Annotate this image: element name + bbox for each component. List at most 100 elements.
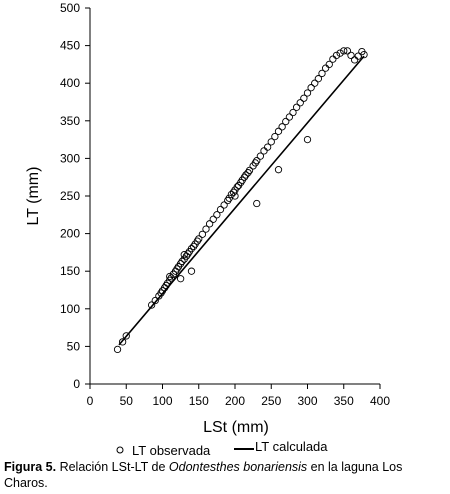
data-point: [240, 173, 249, 181]
y-tick-label: 400: [60, 76, 80, 90]
data-point: [274, 127, 283, 135]
data-point: [167, 274, 175, 282]
x-tick-label: 350: [334, 394, 354, 408]
data-point: [198, 230, 207, 239]
legend-label-observed: LT observada: [132, 443, 211, 458]
data-point: [187, 267, 196, 275]
data-point: [253, 157, 261, 165]
data-point: [193, 237, 201, 245]
data-point: [229, 188, 238, 196]
data-point: [274, 166, 283, 174]
data-point: [314, 75, 323, 83]
data-point: [303, 135, 312, 144]
data-point: [151, 296, 159, 305]
data-point: [263, 143, 272, 151]
data-point: [244, 169, 252, 177]
data-point: [350, 56, 359, 64]
data-point: [343, 47, 352, 55]
data-point: [213, 211, 221, 219]
y-axis-label: LT (mm): [25, 167, 42, 226]
data-point: [278, 123, 286, 131]
data-point: [205, 220, 214, 228]
data-point: [178, 257, 186, 266]
y-tick-label: 0: [73, 377, 80, 391]
data-point: [122, 332, 130, 340]
data-point: [166, 272, 174, 281]
data-point: [162, 281, 170, 290]
figure-caption: Figura 5. Relación LSt-LT de Odontesthes…: [4, 459, 448, 491]
data-point: [296, 99, 304, 107]
data-point: [251, 159, 259, 167]
data-point: [209, 215, 217, 223]
x-tick-label: 400: [370, 394, 390, 408]
data-point: [216, 205, 225, 214]
data-point: [242, 171, 250, 179]
legend-label-calculated: LT calculada: [255, 439, 328, 454]
x-axis-label: LSt (mm): [203, 419, 269, 436]
fitted-line: [118, 55, 365, 346]
data-point: [180, 251, 188, 259]
data-point: [173, 265, 181, 273]
y-tick-label: 150: [60, 264, 80, 278]
data-point: [360, 50, 368, 59]
plot-area: [113, 47, 368, 354]
x-tick-label: 300: [297, 394, 317, 408]
y-tick-label: 500: [60, 1, 80, 15]
data-point: [285, 113, 294, 121]
caption-species: Odontesthes bonariensis: [168, 460, 308, 474]
data-point: [157, 289, 165, 297]
data-point: [325, 60, 333, 69]
y-tick-label: 250: [60, 189, 80, 203]
data-point: [184, 250, 192, 258]
data-point: [329, 55, 337, 63]
legend: LT observada LT calculada: [116, 439, 328, 458]
x-tick-label: 250: [261, 394, 281, 408]
x-tick-label: 0: [87, 394, 94, 408]
data-point: [166, 276, 174, 284]
data-point: [147, 301, 156, 309]
data-point: [231, 192, 239, 200]
x-tick-label: 50: [120, 394, 134, 408]
data-point: [202, 225, 210, 233]
data-point: [336, 49, 344, 57]
axes: 0 50 100 150 200 250 300 350 400 450 500 0 50 100 150 2…: [60, 1, 390, 408]
data-point: [176, 260, 185, 268]
data-point: [321, 64, 330, 72]
data-point: [245, 166, 254, 175]
data-point: [224, 196, 232, 205]
scatter-chart: 0 50 100 150 200 250 300 350 400 450 500 0 50 100 150 2…: [25, 1, 390, 458]
data-point: [195, 235, 203, 243]
data-point: [227, 190, 236, 199]
data-point: [318, 69, 326, 78]
legend-marker-observed: [116, 446, 124, 454]
data-point: [118, 338, 127, 346]
data-point: [303, 89, 312, 97]
data-point: [282, 117, 290, 126]
data-point: [332, 51, 341, 60]
data-point: [256, 152, 265, 160]
y-tick-label: 350: [60, 114, 80, 128]
caption-text-after: en la laguna Los Charos.: [4, 460, 403, 490]
x-tick-label: 100: [152, 394, 172, 408]
data-point: [220, 201, 228, 209]
data-point: [292, 103, 301, 111]
caption-label: Figura 5.: [4, 460, 57, 474]
y-tick-label: 50: [67, 339, 81, 353]
data-point: [347, 51, 355, 60]
y-tick-label: 300: [60, 151, 80, 165]
y-tick-label: 450: [60, 39, 80, 53]
data-point: [340, 47, 348, 55]
y-tick-label: 100: [60, 302, 80, 316]
data-point: [260, 147, 268, 155]
data-point: [307, 84, 315, 92]
data-point: [176, 275, 185, 283]
data-point: [233, 183, 241, 191]
data-point: [267, 138, 275, 146]
caption-text-before: Relación LSt-LT de: [56, 460, 169, 474]
data-point: [113, 345, 122, 354]
x-tick-label: 150: [189, 394, 209, 408]
data-point: [190, 242, 198, 251]
data-point: [311, 79, 319, 87]
data-point: [237, 178, 245, 187]
data-point: [300, 94, 308, 102]
